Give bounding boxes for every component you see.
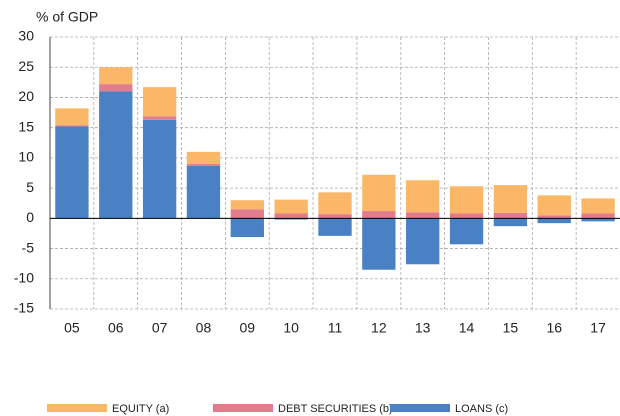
legend-swatch [390,404,450,412]
y-tick-label: 10 [18,149,34,165]
bar-segment [186,165,221,219]
bar-segment [406,218,440,265]
bar-segment [581,218,615,222]
x-tick-label: 14 [459,320,475,336]
x-tick-label: 11 [328,320,343,336]
bar-segment [537,218,571,224]
x-tick-label: 13 [415,320,431,336]
legend-label: EQUITY (a) [112,403,169,415]
x-tick-label: 10 [283,320,299,336]
bar-segment [406,212,440,219]
bar-segment [142,119,177,219]
bar-segment [230,200,264,210]
y-tick-label: 25 [18,58,34,74]
x-tick-label: 17 [590,320,606,336]
bar-segment [449,213,484,219]
x-tick-label: 12 [371,320,387,336]
bar-segment [142,87,177,117]
y-axis-label: % of GDP [36,9,98,25]
bar-segment [581,213,615,219]
bar-segment [537,215,571,219]
bar-segment [318,218,352,236]
x-tick-label: 16 [546,320,562,336]
bar-segment [449,218,484,245]
x-tick-label: 15 [503,320,519,336]
legend-swatch [47,404,107,412]
bar-segment [99,67,133,85]
bar-segment [581,198,615,214]
bar-segment [362,174,396,212]
legend-label: LOANS (c) [455,403,508,415]
x-tick-label: 06 [108,320,124,336]
bar-segment [99,91,133,219]
bar-segment [493,218,528,227]
bar-segment [274,218,308,220]
y-tick-label: 5 [26,179,34,195]
bar-segment [493,212,528,219]
y-tick-label: 30 [18,28,34,44]
bar-segment [186,163,221,166]
legend-label: DEBT SECURITIES (b) [278,403,393,415]
y-tick-label: -10 [14,269,34,285]
bar-segment [537,195,571,216]
y-tick-label: 20 [18,88,34,104]
bar-segment [362,218,396,270]
x-tick-label: 08 [196,320,212,336]
y-tick-label: 0 [26,209,34,225]
y-tick-label: -15 [14,300,34,316]
bar-segment [99,84,133,92]
bar-segment [493,185,528,213]
bar-segment [318,192,352,215]
bar-segment [55,125,89,127]
x-tick-label: 05 [64,320,80,336]
bar-segment [274,213,308,219]
bar-segment [142,116,177,120]
bar-segment [186,151,221,164]
bar-segment [449,186,484,214]
bar-segment [406,180,440,213]
y-tick-label: 15 [18,118,34,134]
x-tick-label: 07 [152,320,168,336]
bar-segment [318,214,352,219]
bar-segment [274,199,308,214]
legend-swatch [213,404,273,412]
bar-segment [55,126,89,219]
x-tick-label: 09 [240,320,256,336]
bar-segment [230,209,264,219]
bar-segment [230,218,264,238]
bar-segment [55,108,89,126]
bar-segment [362,211,396,219]
y-tick-label: -5 [22,239,35,255]
